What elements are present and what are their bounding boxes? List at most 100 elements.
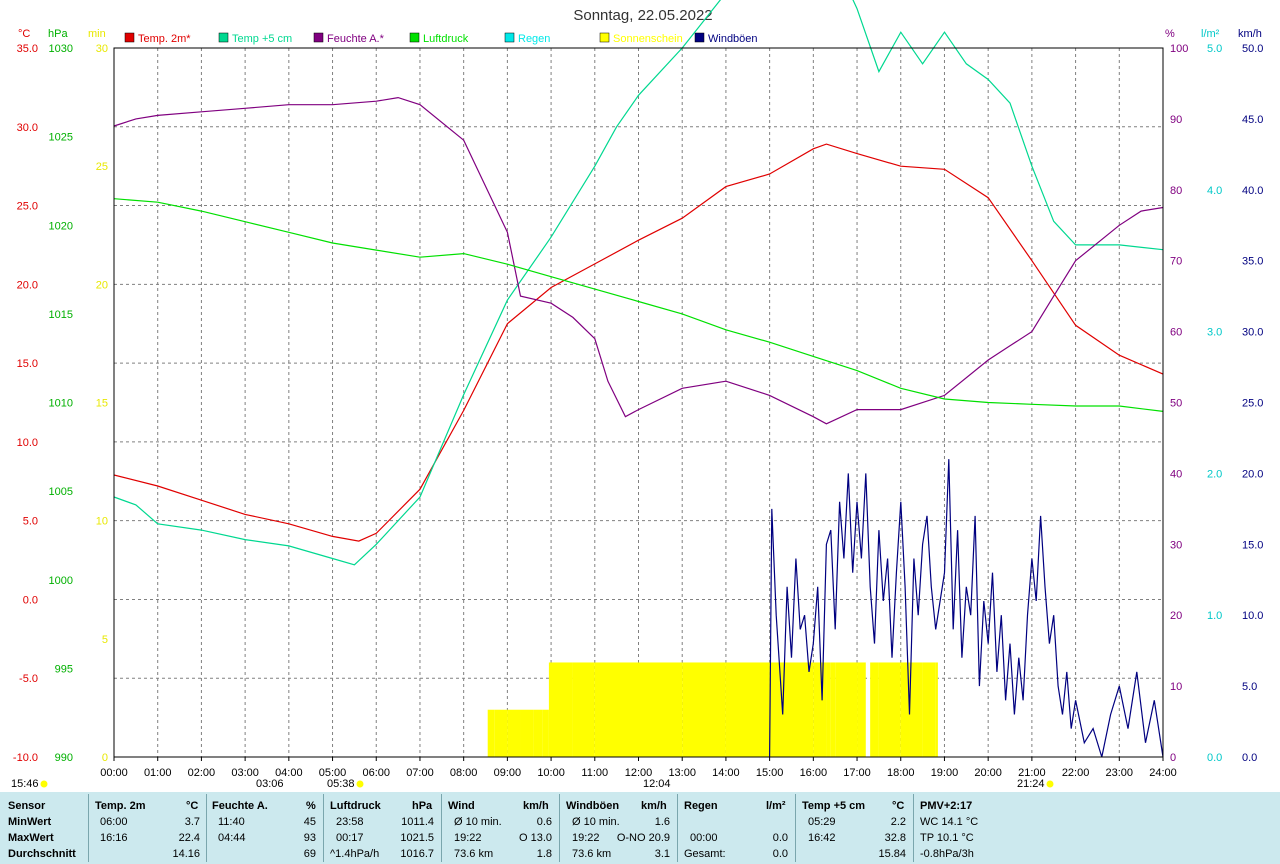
humidity-tick-label: 100 xyxy=(1170,43,1188,55)
row-label-max: MaxWert xyxy=(8,832,54,844)
series-line-temp-5-cm xyxy=(113,0,1164,566)
legend-label: Luftdruck xyxy=(423,33,469,45)
minutes-tick-label: 30 xyxy=(96,43,108,55)
wind-max-value: O 13.0 xyxy=(518,832,552,844)
rain-tick-label: 4.0 xyxy=(1207,185,1222,197)
regen-total-label: Gesamt: xyxy=(684,848,726,860)
minutes-tick-label: 5 xyxy=(102,634,108,646)
humidity-tick-label: 80 xyxy=(1170,185,1182,197)
minutes-tick-label: 25 xyxy=(96,161,108,173)
separator xyxy=(795,794,796,862)
sunshine-bar xyxy=(494,709,508,757)
feuchte-min-time: 11:40 xyxy=(218,816,245,828)
temp-tick-label: 30.0 xyxy=(17,122,38,134)
temp2m-unit: °C xyxy=(186,800,199,812)
rain-tick-label: 2.0 xyxy=(1207,468,1222,480)
weather-chart: Sonntag, 22.05.2022 °C hPa min % l/m² km… xyxy=(11,0,1264,790)
marker-1204: 12:04 xyxy=(643,778,671,790)
feuchte-header: Feuchte A. xyxy=(212,800,268,812)
sunshine-bar xyxy=(542,709,549,757)
axes: 00:00 01:00 02:00 03:00 04:00 05:00 06:00 07:00… xyxy=(13,43,1264,779)
time-markers: 15:46 03:06 05:38 12:04 21:24 xyxy=(11,778,1054,790)
wind-avg10-label: Ø 10 min. xyxy=(454,816,502,828)
temp-tick-label: 20.0 xyxy=(17,279,38,291)
statistics-panel: Sensor MinWert MaxWert Durchschnitt Temp… xyxy=(0,792,1280,864)
legend-swatch xyxy=(504,32,515,43)
x-tick-label: 06:00 xyxy=(362,767,390,779)
legend-swatch xyxy=(124,32,135,43)
luftdruck-max-value: 1021.5 xyxy=(400,832,434,844)
windboeen-avg-value: 3.1 xyxy=(654,848,670,860)
pmv-pressure-trend: -0.8hPa/3h xyxy=(920,848,974,860)
regen-max-time: 00:00 xyxy=(690,832,718,844)
separator xyxy=(677,794,678,862)
x-tick-label: 10:00 xyxy=(537,767,565,779)
temp2m-max-time: 16:16 xyxy=(100,832,128,844)
temp5-min-time: 05:29 xyxy=(808,816,836,828)
x-tick-label: 20:00 xyxy=(974,767,1002,779)
legend-swatch xyxy=(694,32,705,43)
sunshine-bar xyxy=(533,709,543,757)
wind-tick-label: 35.0 xyxy=(1242,256,1263,268)
temp-tick-label: 35.0 xyxy=(17,43,38,55)
legend-swatch xyxy=(599,32,610,43)
marker-1546: 15:46 xyxy=(11,778,39,790)
rain-tick-label: 0.0 xyxy=(1207,752,1222,764)
chart-title: Sonntag, 22.05.2022 xyxy=(573,7,712,24)
wind-avg10-value: 0.6 xyxy=(536,816,552,828)
pressure-tick-label: 1005 xyxy=(49,486,73,498)
temp2m-header: Temp. 2m xyxy=(95,800,146,812)
minutes-tick-label: 15 xyxy=(96,398,108,410)
series-layer xyxy=(113,0,1164,758)
wind-tick-label: 5.0 xyxy=(1242,681,1257,693)
x-tick-label: 24:00 xyxy=(1149,767,1177,779)
humidity-tick-label: 0 xyxy=(1170,752,1176,764)
rain-unit-label: l/m² xyxy=(1201,28,1220,40)
series-line-feuchte-a- xyxy=(113,96,1164,425)
rain-tick-label: 1.0 xyxy=(1207,610,1222,622)
humidity-tick-label: 10 xyxy=(1170,681,1182,693)
pressure-tick-label: 990 xyxy=(55,752,73,764)
luftdruck-max-time: 00:17 xyxy=(336,832,364,844)
wind-tick-label: 40.0 xyxy=(1242,185,1263,197)
sunshine-bar xyxy=(572,662,595,757)
sunshine-bar xyxy=(878,662,901,757)
sunshine-bar xyxy=(909,662,923,757)
x-tick-label: 07:00 xyxy=(406,767,434,779)
x-tick-label: 17:00 xyxy=(843,767,871,779)
x-tick-label: 15:00 xyxy=(756,767,784,779)
x-tick-label: 09:00 xyxy=(494,767,522,779)
pmv-header: PMV+2:17 xyxy=(920,800,973,812)
grid xyxy=(114,48,1163,757)
sunshine-bar xyxy=(922,662,936,757)
separator xyxy=(913,794,914,862)
windboeen-distance: 73.6 km xyxy=(572,848,612,860)
feuchte-max-value: 93 xyxy=(303,832,316,844)
sunshine-bar xyxy=(594,662,639,757)
wind-tick-label: 10.0 xyxy=(1242,610,1263,622)
legend-label: Temp +5 cm xyxy=(232,33,292,45)
x-tick-label: 23:00 xyxy=(1106,767,1134,779)
temp5-avg-value: 15.84 xyxy=(878,848,906,860)
series-line-luftdruck xyxy=(113,198,1164,412)
temp-unit-label: °C xyxy=(18,28,30,40)
wind-tick-label: 20.0 xyxy=(1242,468,1263,480)
temp2m-min-time: 06:00 xyxy=(100,816,128,828)
temp2m-max-value: 22.4 xyxy=(178,832,200,844)
separator xyxy=(88,794,89,862)
x-tick-label: 16:00 xyxy=(800,767,828,779)
sunshine-bar xyxy=(870,662,879,757)
windboeen-avg10-label: Ø 10 min. xyxy=(572,816,620,828)
windboeen-avg10-value: 1.6 xyxy=(654,816,670,828)
humidity-unit-label: % xyxy=(1165,28,1175,40)
pmv-windchill: WC 14.1 °C xyxy=(920,816,979,828)
wind-tick-label: 50.0 xyxy=(1242,43,1263,55)
minutes-unit-label: min xyxy=(88,28,106,40)
pressure-tick-label: 1000 xyxy=(49,575,73,587)
wind-tick-label: 15.0 xyxy=(1242,539,1263,551)
temp5-min-value: 2.2 xyxy=(890,816,906,828)
legend-swatch xyxy=(313,32,324,43)
temp-tick-label: -5.0 xyxy=(19,673,38,685)
temp5-max-time: 16:42 xyxy=(808,832,836,844)
legend-swatch xyxy=(218,32,229,43)
